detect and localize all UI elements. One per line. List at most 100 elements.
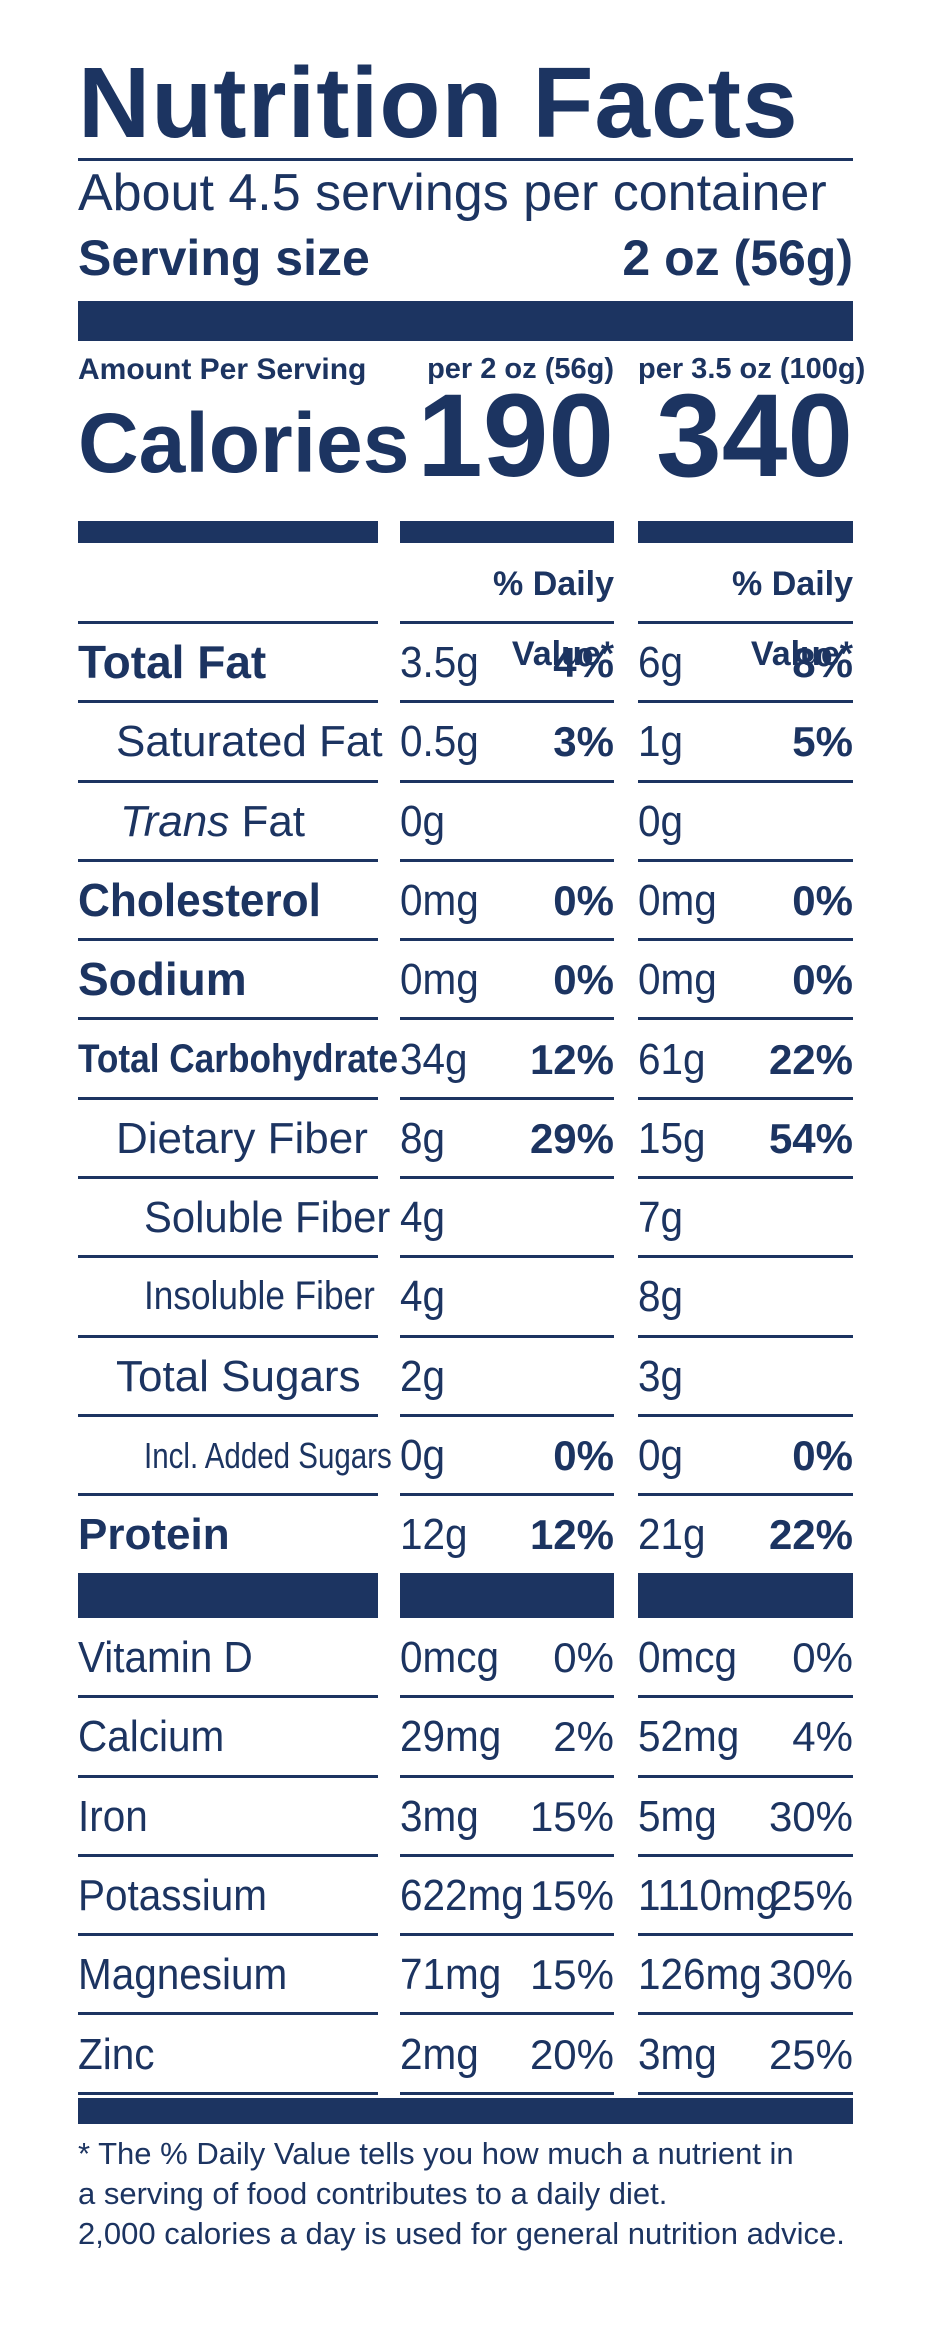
dv-header-col1: % Daily Value* <box>493 565 614 673</box>
nutrient-row: Total Fat 3.5g 4% 6g 8% <box>78 624 853 704</box>
nutrient-row-rule <box>400 858 614 862</box>
vitamin-row-rule <box>78 2091 378 2095</box>
vitamin-name: Zinc <box>78 2029 155 2079</box>
nutrient-dv-col1: 0% <box>553 1432 614 1479</box>
nutrient-dv-col1 <box>514 1179 614 1256</box>
nutrient-name: Trans Fat <box>120 783 305 860</box>
nutrient-dv-col1: 0% <box>553 876 614 924</box>
serving-size-thick-bar <box>78 301 853 341</box>
vitamin-qty-col1: 71mg <box>400 1950 502 2000</box>
nutrient-row-rule <box>78 700 378 704</box>
vitamin-row-rule <box>400 1774 614 1778</box>
nutrient-name: Dietary Fiber <box>116 1113 368 1163</box>
nutrient-qty-col1: 12g <box>400 1510 468 1560</box>
nutrient-qty-col2: 0mg <box>638 955 717 1005</box>
nutrient-qty-col1: 34g <box>400 1034 468 1084</box>
nutrient-dv-col1: 12% <box>529 1035 614 1083</box>
vitamin-dv-col1: 15% <box>529 1871 614 1919</box>
col1-header: per 2 oz (56g) <box>427 353 614 385</box>
nutrient-dv-col2: 22% <box>768 1035 853 1083</box>
vitamin-dv-col1: 15% <box>529 1792 614 1840</box>
vitamin-qty-col2: 3mg <box>638 2029 717 2079</box>
vitamin-row: Zinc 2mg 20% 3mg 25% <box>78 2016 853 2096</box>
nutrient-row-rule <box>638 1176 853 1180</box>
vitamin-row-rule <box>638 1695 853 1699</box>
vitamin-row-rule <box>638 1853 853 1857</box>
vitamin-dv-col1: 15% <box>529 1951 614 1999</box>
vitamin-dv-col2: 25% <box>768 1871 853 1919</box>
vitamin-qty-col2: 5mg <box>638 1791 717 1841</box>
nutrient-qty-col1: 0mg <box>400 955 479 1005</box>
nutrient-row-rule <box>400 1334 614 1338</box>
nutrient-dv-col2 <box>753 1338 853 1415</box>
serving-size-label: Serving size <box>78 230 370 286</box>
vitamin-name: Magnesium <box>78 1950 288 2000</box>
vitamin-row-rule <box>400 1933 614 1937</box>
nutrient-row-rule <box>78 779 378 783</box>
vitamin-row: Calcium 29mg 2% 52mg 4% <box>78 1698 853 1778</box>
vitamin-dv-col1: 2% <box>553 1713 614 1761</box>
nutrient-dv-col1: 3% <box>553 718 614 766</box>
nutrient-row: Total Sugars 2g 3g <box>78 1338 853 1418</box>
nutrient-row-rule <box>400 779 614 783</box>
nutrient-qty-col2: 6g <box>638 638 684 687</box>
nutrient-qty-col1: 4g <box>400 1193 446 1243</box>
calories-bar-name <box>78 521 378 543</box>
nutrient-row: Total Carbohydrate 34g 12% 61g 22% <box>78 1021 853 1101</box>
vitamin-row-rule <box>78 1853 378 1857</box>
nutrient-row: Sodium 0mg 0% 0mg 0% <box>78 941 853 1021</box>
nutrient-dv-col2: 8% <box>792 639 853 686</box>
vitamin-dv-col2: 30% <box>768 1792 853 1840</box>
vitamin-row-rule <box>78 1933 378 1937</box>
nutrient-row-rule <box>78 858 378 862</box>
vitamin-qty-col2: 1110mg <box>638 1870 779 1920</box>
vitamin-qty-col1: 2mg <box>400 2029 479 2079</box>
title-rule <box>78 158 853 161</box>
nutrient-qty-col1: 0g <box>400 1431 446 1480</box>
footnote-bar <box>78 2098 853 2124</box>
nutrient-row-rule <box>400 938 614 942</box>
vitamin-qty-col1: 29mg <box>400 1712 502 1762</box>
nutrient-name: Insoluble Fiber <box>144 1274 375 1319</box>
nutrient-qty-col1: 8g <box>400 1113 446 1163</box>
footnote-line-1: * The % Daily Value tells you how much a… <box>78 2136 794 2171</box>
nutrient-row-rule <box>78 1096 378 1100</box>
nutrient-row-rule <box>78 938 378 942</box>
nutrient-qty-col1: 3.5g <box>400 638 479 687</box>
nutrient-qty-col1: 2g <box>400 1351 446 1401</box>
nutrient-dv-col1 <box>514 783 614 860</box>
vitamin-row-rule <box>400 1853 614 1857</box>
nutrient-qty-col2: 3g <box>638 1351 684 1401</box>
nutrient-name: Cholesterol <box>78 873 321 926</box>
label-body: Amount Per Serving per 2 oz (56g) per 3.… <box>78 341 865 2251</box>
nutrient-row-rule <box>638 938 853 942</box>
vitamin-row-rule <box>638 2091 853 2095</box>
nutrient-row: Cholesterol 0mg 0% 0mg 0% <box>78 862 853 942</box>
nutrient-row-rule <box>638 779 853 783</box>
nutrient-row: Saturated Fat 0.5g 3% 1g 5% <box>78 703 853 783</box>
vitamin-row: Vitamin D 0mcg 0% 0mcg 0% <box>78 1619 853 1699</box>
amount-per-serving: Amount Per Serving <box>78 353 367 386</box>
nutrient-dv-col1: 29% <box>529 1114 614 1162</box>
nutrient-dv-col2: 5% <box>792 718 853 766</box>
nutrient-dv-col1 <box>514 1338 614 1415</box>
dv-header-col2: % Daily Value* <box>732 565 853 673</box>
nutrient-row-rule <box>78 1017 378 1021</box>
nutrient-row-rule <box>400 1413 614 1417</box>
nutrient-name: Total Carbohydrate <box>78 1036 399 1081</box>
nutrient-name: Sodium <box>78 953 247 1006</box>
vitamin-qty-col1: 622mg <box>400 1870 524 1920</box>
nutrient-dv-col1: 0% <box>553 956 614 1004</box>
nutrient-qty-col1: 0mg <box>400 875 479 925</box>
dv-header-rule <box>400 621 614 624</box>
nutrient-qty-col1: 0g <box>400 796 446 846</box>
nutrient-name: Soluble Fiber <box>144 1193 391 1243</box>
vitamin-row-rule <box>638 2012 853 2016</box>
nutrient-dv-col2 <box>753 1179 853 1256</box>
nutrient-dv-col2: 0% <box>792 876 853 924</box>
vitamin-dv-col1: 0% <box>553 1634 614 1681</box>
nutrient-row-rule <box>400 1493 614 1497</box>
vitamin-row-rule <box>400 1695 614 1699</box>
vitamin-dv-col2: 4% <box>792 1713 853 1761</box>
vitamin-row-rule <box>638 1774 853 1778</box>
